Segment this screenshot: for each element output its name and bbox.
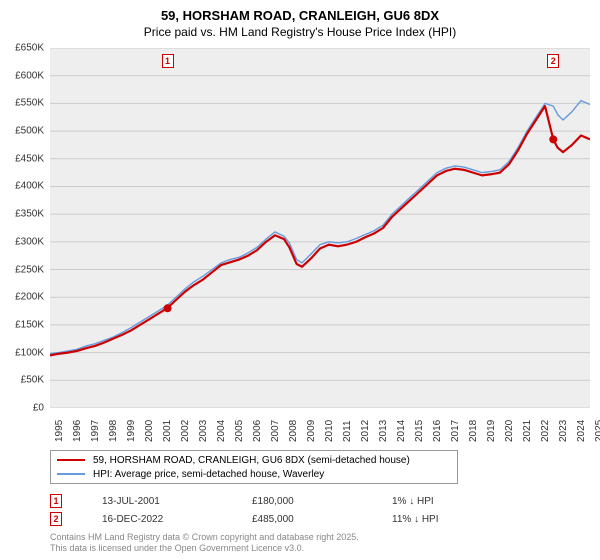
x-tick-label: 2010: [324, 420, 335, 442]
x-tick-label: 2008: [288, 420, 299, 442]
chart-title-line2: Price paid vs. HM Land Registry's House …: [0, 25, 600, 43]
x-tick-label: 1995: [54, 420, 65, 442]
y-axis: £0£50K£100K£150K£200K£250K£300K£350K£400…: [0, 48, 48, 408]
footer-line1: Contains HM Land Registry data © Crown c…: [50, 532, 359, 543]
transaction-table: 1 13-JUL-2001£180,0001% ↓ HPI 2 16-DEC-2022…: [50, 492, 590, 528]
footer-attribution: Contains HM Land Registry data © Crown c…: [50, 532, 359, 554]
legend-swatch: [57, 459, 85, 462]
x-tick-label: 2009: [306, 420, 317, 442]
transaction-price: £180,000: [252, 496, 392, 507]
legend-label: HPI: Average price, semi-detached house,…: [93, 469, 324, 480]
series-line: [50, 106, 590, 355]
y-tick-label: £50K: [21, 375, 44, 386]
x-tick-label: 2012: [360, 420, 371, 442]
y-tick-label: £0: [33, 403, 44, 414]
x-tick-label: 2021: [522, 420, 533, 442]
x-tick-label: 2014: [396, 420, 407, 442]
x-tick-label: 2002: [180, 420, 191, 442]
transaction-row: 2 16-DEC-2022£485,00011% ↓ HPI: [50, 510, 590, 528]
y-tick-label: £350K: [15, 209, 44, 220]
x-tick-label: 2003: [198, 420, 209, 442]
legend-swatch: [57, 473, 85, 475]
y-tick-label: £450K: [15, 153, 44, 164]
transaction-point: [164, 304, 172, 312]
y-tick-label: £550K: [15, 98, 44, 109]
y-tick-label: £500K: [15, 126, 44, 137]
x-tick-label: 2017: [450, 420, 461, 442]
y-tick-label: £400K: [15, 181, 44, 192]
chart-svg: [50, 48, 590, 408]
x-tick-label: 1999: [126, 420, 137, 442]
y-tick-label: £250K: [15, 264, 44, 275]
transaction-row: 1 13-JUL-2001£180,0001% ↓ HPI: [50, 492, 590, 510]
x-tick-label: 2007: [270, 420, 281, 442]
x-tick-label: 2020: [504, 420, 515, 442]
x-tick-label: 2025: [594, 420, 600, 442]
x-tick-label: 2013: [378, 420, 389, 442]
transaction-marker-1: 1: [162, 54, 174, 68]
chart-title-line1: 59, HORSHAM ROAD, CRANLEIGH, GU6 8DX: [0, 0, 600, 25]
transaction-date: 16-DEC-2022: [102, 514, 252, 525]
x-tick-label: 2022: [540, 420, 551, 442]
transaction-marker-2: 2: [547, 54, 559, 68]
x-tick-label: 2016: [432, 420, 443, 442]
x-tick-label: 2001: [162, 420, 173, 442]
transaction-price: £485,000: [252, 514, 392, 525]
y-tick-label: £300K: [15, 236, 44, 247]
transaction-diff: 1% ↓ HPI: [392, 496, 502, 507]
x-axis: 1995 1996 1997 1998 1999 2000 2001 2002 2003 2004…: [50, 412, 590, 448]
footer-line2: This data is licensed under the Open Gov…: [50, 543, 359, 554]
y-tick-label: £150K: [15, 319, 44, 330]
legend-item: 59, HORSHAM ROAD, CRANLEIGH, GU6 8DX (se…: [57, 453, 451, 467]
x-tick-label: 2005: [234, 420, 245, 442]
transaction-point: [549, 135, 557, 143]
y-tick-label: £200K: [15, 292, 44, 303]
x-tick-label: 1997: [90, 420, 101, 442]
x-tick-label: 2018: [468, 420, 479, 442]
series-line: [50, 101, 590, 354]
legend-label: 59, HORSHAM ROAD, CRANLEIGH, GU6 8DX (se…: [93, 455, 410, 466]
y-tick-label: £650K: [15, 43, 44, 54]
x-tick-label: 2000: [144, 420, 155, 442]
transaction-row-marker: 2: [50, 512, 62, 526]
x-tick-label: 2011: [342, 420, 353, 442]
y-tick-label: £100K: [15, 347, 44, 358]
x-tick-label: 2024: [576, 420, 587, 442]
transaction-date: 13-JUL-2001: [102, 496, 252, 507]
x-tick-label: 1998: [108, 420, 119, 442]
legend: 59, HORSHAM ROAD, CRANLEIGH, GU6 8DX (se…: [50, 450, 458, 484]
chart-plot-area: 12: [50, 48, 590, 408]
x-tick-label: 2019: [486, 420, 497, 442]
x-tick-label: 2006: [252, 420, 263, 442]
x-tick-label: 1996: [72, 420, 83, 442]
transaction-diff: 11% ↓ HPI: [392, 514, 502, 525]
x-tick-label: 2015: [414, 420, 425, 442]
legend-item: HPI: Average price, semi-detached house,…: [57, 467, 451, 481]
x-tick-label: 2023: [558, 420, 569, 442]
x-tick-label: 2004: [216, 420, 227, 442]
transaction-row-marker: 1: [50, 494, 62, 508]
y-tick-label: £600K: [15, 70, 44, 81]
